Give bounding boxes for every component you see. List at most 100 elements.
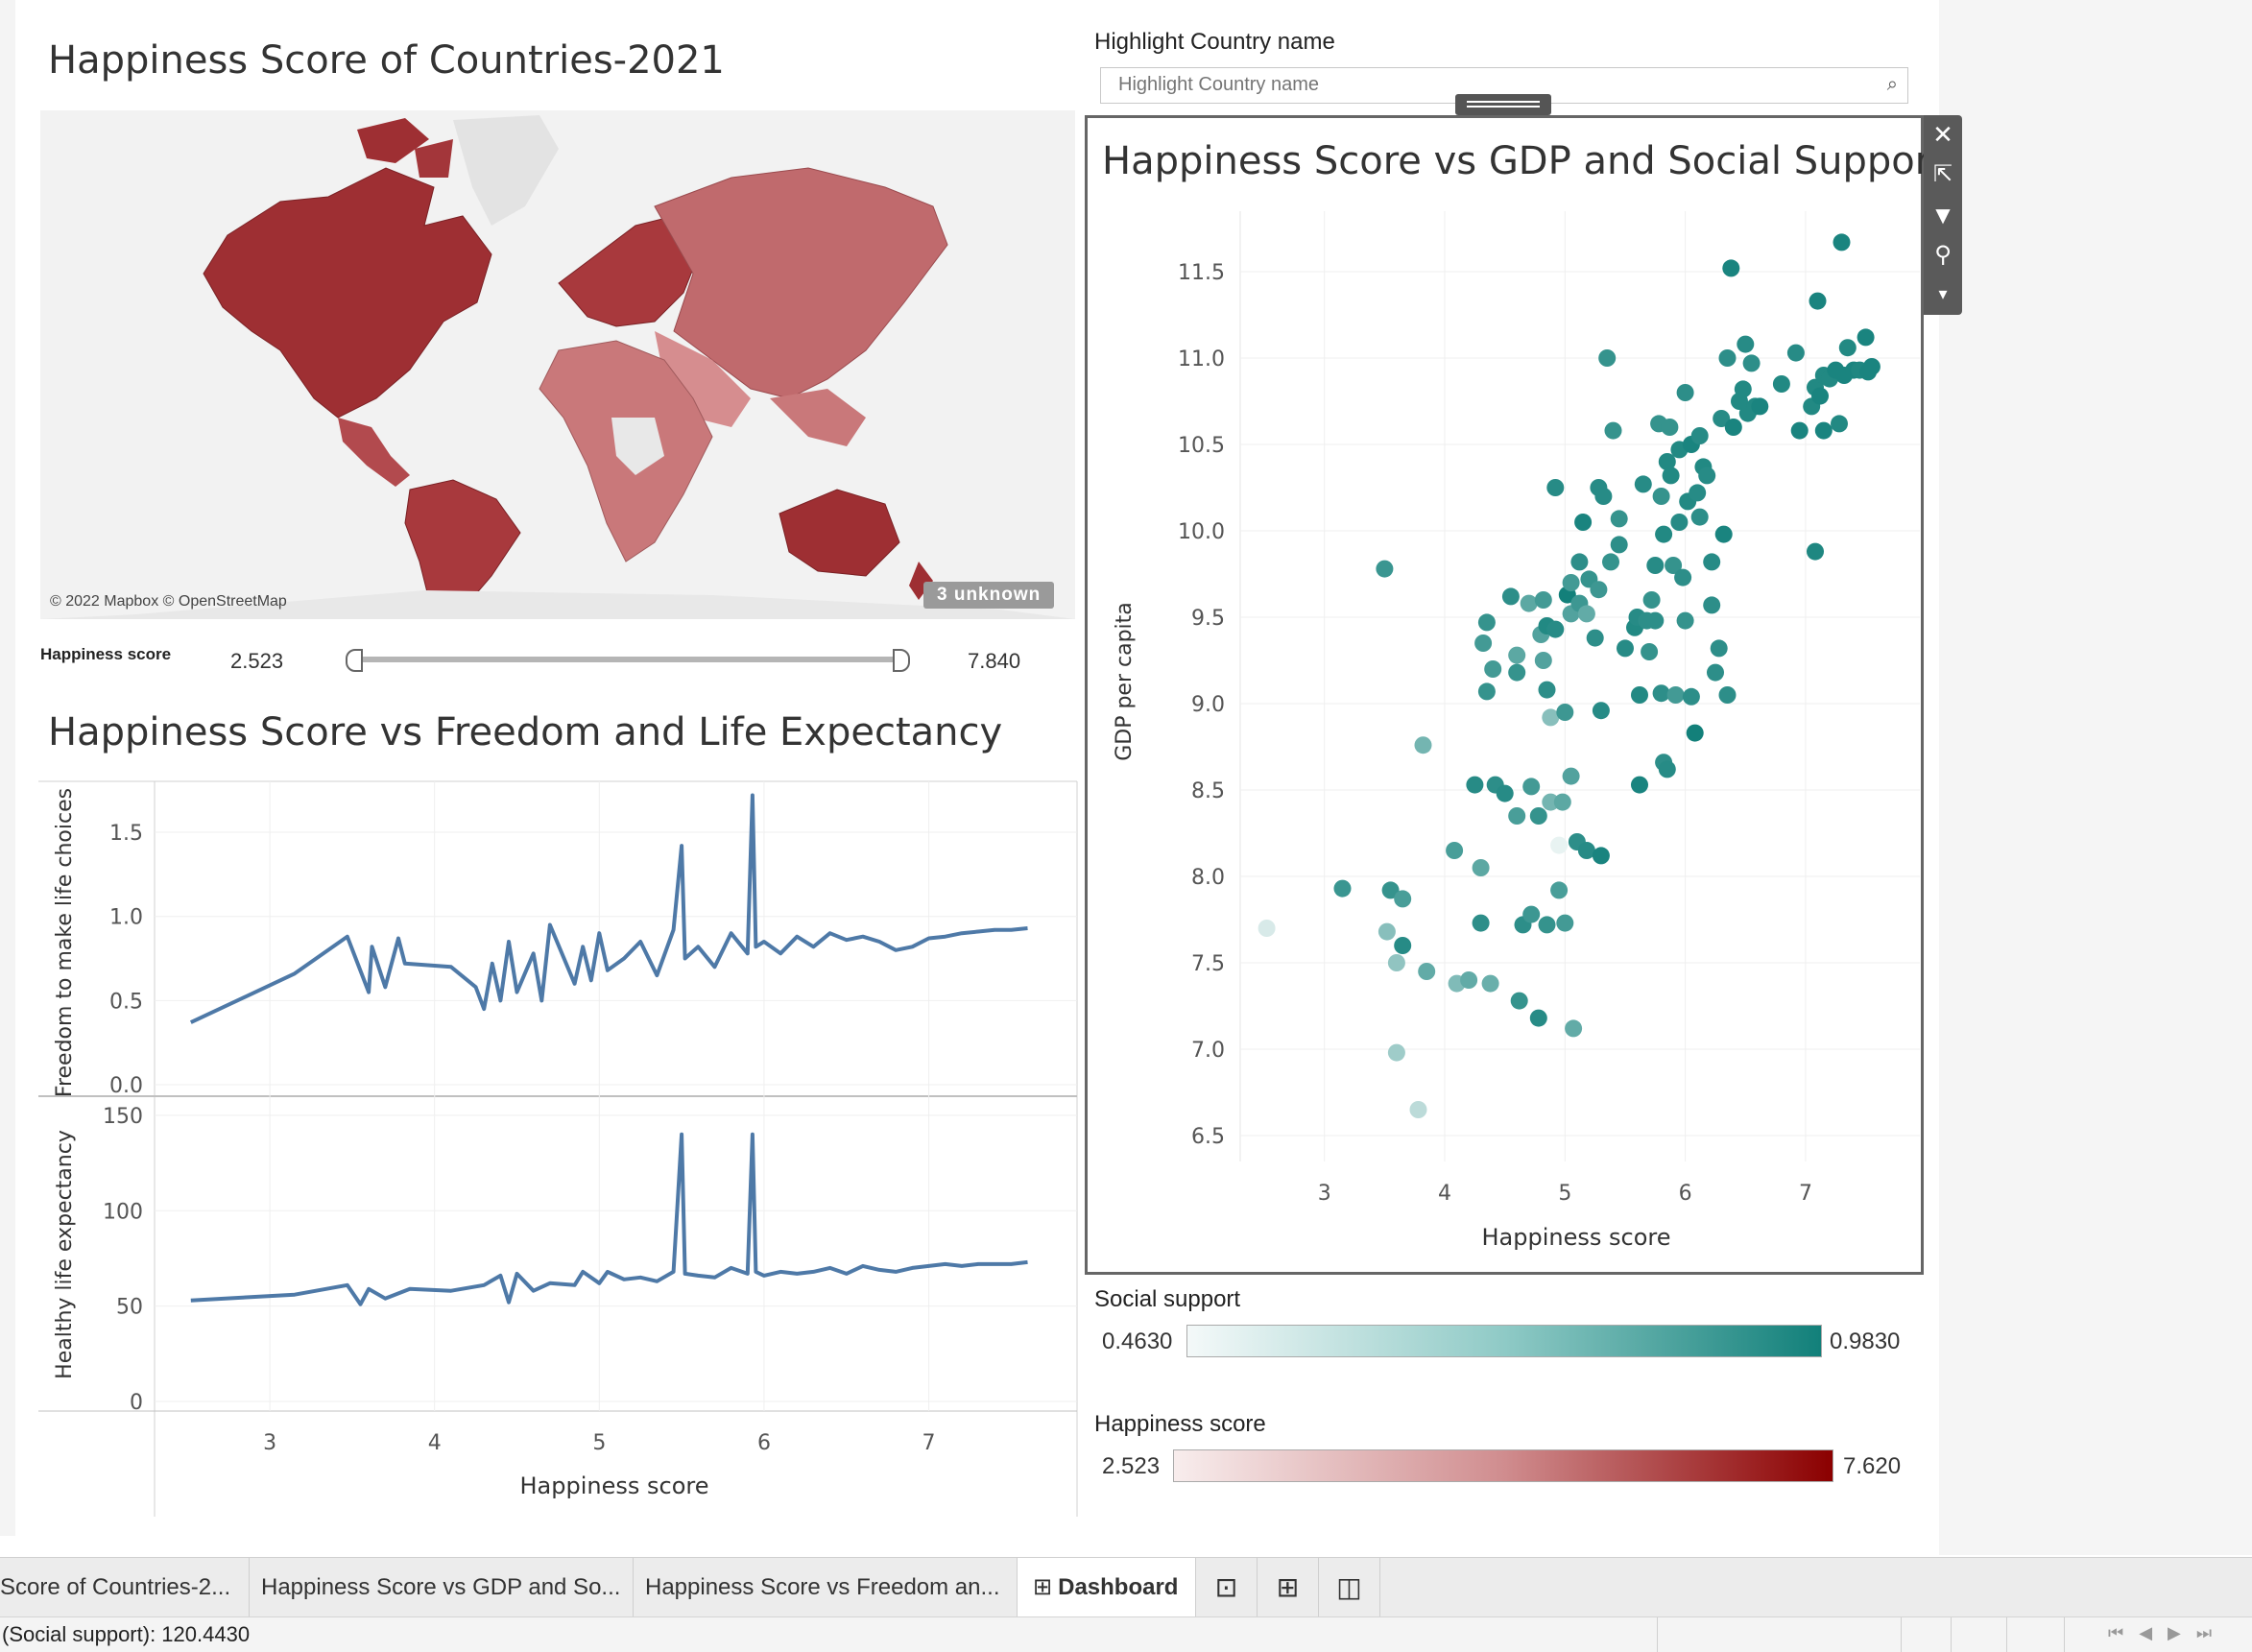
scatter-title: Happiness Score vs GDP and Social Suppor… bbox=[1102, 139, 1946, 183]
y-tick-label: 1.0 bbox=[109, 906, 143, 930]
close-icon[interactable]: ✕ bbox=[1932, 120, 1953, 149]
scatter-point bbox=[1550, 881, 1569, 899]
scatter-point bbox=[1481, 974, 1499, 993]
scatter-point bbox=[1703, 553, 1721, 571]
new-worksheet-icon[interactable]: ⊡ bbox=[1196, 1558, 1258, 1617]
scatter-point bbox=[1546, 479, 1565, 496]
freedom-panel-frame bbox=[38, 780, 1078, 1517]
scatter-point bbox=[1381, 881, 1400, 899]
slider-max-handle[interactable] bbox=[893, 649, 910, 672]
slider-min-value: 2.523 bbox=[230, 649, 284, 673]
x-tick-label: 3 bbox=[263, 1431, 276, 1455]
search-icon[interactable]: ⌕ bbox=[1886, 74, 1898, 95]
new-zealand-shape bbox=[909, 562, 933, 600]
y-tick-label: 11.0 bbox=[1178, 347, 1225, 371]
popout-icon[interactable]: ⇱ bbox=[1932, 161, 1953, 187]
scatter-point bbox=[1553, 793, 1571, 811]
sheet-tab-bar: Score of Countries-2... Happiness Score … bbox=[0, 1557, 2252, 1617]
tab-map-sheet[interactable]: Score of Countries-2... bbox=[0, 1558, 250, 1617]
scatter-point bbox=[1604, 421, 1622, 440]
slider-max-value: 7.840 bbox=[968, 649, 1021, 673]
sheet-nav-icons[interactable]: ⏮◀▶⏭ bbox=[2108, 1623, 2228, 1642]
scatter-point bbox=[1676, 611, 1694, 630]
scatter-point bbox=[1446, 842, 1464, 859]
scatter-point bbox=[1722, 259, 1740, 277]
y-tick-label: 7.0 bbox=[1191, 1039, 1225, 1063]
freedom-series-line bbox=[189, 793, 1028, 1024]
scatter-point bbox=[1592, 702, 1610, 720]
scatter-point bbox=[1550, 836, 1569, 854]
social-legend-title: Social support bbox=[1094, 1286, 1241, 1312]
highlight-input[interactable] bbox=[1116, 73, 1850, 97]
x-tick-label: 5 bbox=[1558, 1182, 1571, 1206]
slider-min-handle[interactable] bbox=[346, 649, 363, 672]
scatter-point bbox=[1734, 380, 1752, 398]
tab-gdp-sheet[interactable]: Happiness Score vs GDP and So... bbox=[250, 1558, 634, 1617]
scatter-point bbox=[1258, 920, 1276, 937]
freedom-ylabel: Freedom to make life choices bbox=[53, 788, 77, 1097]
scatter-point bbox=[1474, 634, 1493, 652]
scatter-point bbox=[1809, 292, 1827, 310]
scatter-point bbox=[1534, 652, 1552, 669]
tab-dashboard[interactable]: ⊞ Dashboard bbox=[1018, 1558, 1196, 1617]
filter-icon[interactable]: ▼ bbox=[1930, 201, 1955, 229]
y-tick-label: 100 bbox=[103, 1200, 143, 1224]
pin-icon[interactable]: ⚲ bbox=[1934, 242, 1952, 268]
new-story-icon[interactable]: ◫ bbox=[1319, 1558, 1380, 1617]
scatter-point bbox=[1652, 684, 1670, 703]
happiness-legend-gradient bbox=[1173, 1449, 1833, 1482]
drag-handle[interactable] bbox=[1455, 94, 1551, 115]
dashboard-grid-icon: ⊞ bbox=[1033, 1574, 1053, 1600]
scatter-point bbox=[1501, 587, 1520, 606]
x-tick-label: 5 bbox=[592, 1431, 606, 1455]
scatter-point bbox=[1698, 467, 1716, 485]
social-legend-min: 0.4630 bbox=[1102, 1329, 1173, 1354]
freedom-chart-title: Happiness Score vs Freedom and Life Expe… bbox=[48, 710, 1003, 754]
life-ylabel: Healthy life expectancy bbox=[53, 1130, 77, 1379]
scatter-point bbox=[1662, 467, 1680, 485]
scatter-point bbox=[1542, 793, 1560, 811]
freedom-life-chart: 3 4 5 6 7 0.0 0.5 1.0 1.5 0 50 100 150 Freedom to ma… bbox=[38, 780, 1078, 1517]
slider-label: Happiness score bbox=[40, 645, 172, 663]
scatter-point bbox=[1655, 525, 1673, 543]
x-tick-label: 3 bbox=[1318, 1182, 1331, 1206]
highlight-label: Highlight Country name bbox=[1094, 29, 1335, 55]
scatter-point bbox=[1577, 842, 1595, 859]
scatter-panel[interactable] bbox=[1085, 115, 1924, 1275]
y-tick-label: 0.0 bbox=[109, 1074, 143, 1098]
scatter-point bbox=[1742, 354, 1761, 372]
world-map-svg bbox=[40, 115, 1075, 619]
world-map[interactable] bbox=[40, 110, 1075, 619]
scatter-point bbox=[1538, 916, 1556, 934]
tab-freedom-sheet[interactable]: Happiness Score vs Freedom an... bbox=[634, 1558, 1018, 1617]
scatter-point bbox=[1714, 525, 1733, 543]
scatter-point bbox=[1477, 682, 1496, 701]
scatter-point bbox=[1665, 557, 1683, 574]
scatter-point bbox=[1610, 510, 1628, 528]
scatter-point bbox=[1751, 397, 1769, 416]
scatter-point bbox=[1542, 708, 1560, 727]
scatter-point bbox=[1857, 328, 1875, 347]
scatter-point bbox=[1642, 591, 1661, 609]
arctic-islands-shape bbox=[357, 118, 429, 163]
y-tick-label: 0.5 bbox=[109, 990, 143, 1014]
scatter-point bbox=[1510, 992, 1528, 1010]
scatter-point bbox=[1466, 776, 1484, 794]
scatter-point bbox=[1682, 687, 1700, 706]
scatter-point bbox=[1710, 639, 1728, 658]
map-title: Happiness Score of Countries-2021 bbox=[48, 38, 725, 83]
scatter-xlabel: Happiness score bbox=[1482, 1224, 1671, 1251]
new-dashboard-icon[interactable]: ⊞ bbox=[1258, 1558, 1319, 1617]
scatter-point bbox=[1574, 514, 1593, 531]
unknown-badge[interactable]: 3 unknown bbox=[923, 582, 1055, 609]
scatter-point bbox=[1556, 914, 1574, 932]
scatter-point bbox=[1378, 922, 1396, 941]
slider-track[interactable] bbox=[353, 657, 902, 662]
scatter-point bbox=[1658, 453, 1676, 470]
scatter-point bbox=[1387, 954, 1405, 971]
scatter-point bbox=[1538, 681, 1556, 699]
scatter-point bbox=[1565, 1019, 1583, 1038]
y-tick-label: 8.0 bbox=[1191, 866, 1225, 890]
scatter-point bbox=[1689, 484, 1707, 502]
caret-down-icon[interactable]: ▾ bbox=[1938, 284, 1948, 303]
